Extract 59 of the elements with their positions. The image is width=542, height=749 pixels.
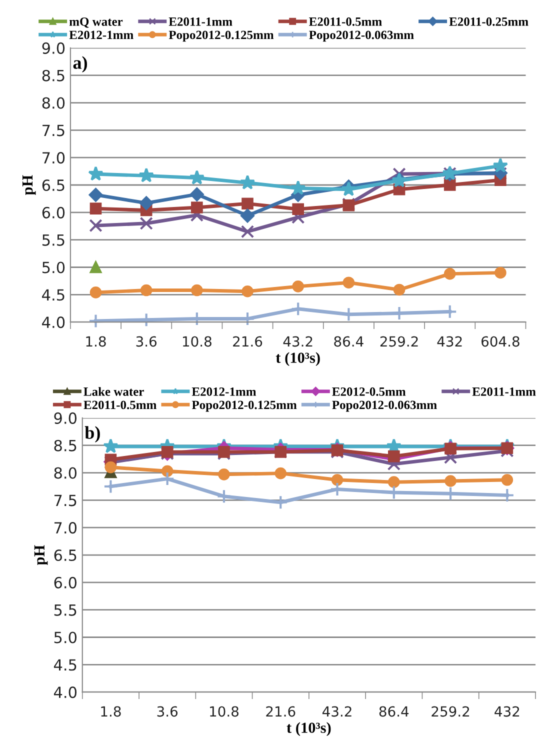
x-tick-label: 21.6 xyxy=(266,706,296,717)
legend-label: E2011-0.5mm xyxy=(309,17,382,26)
x-tick-label: 86.4 xyxy=(334,336,364,347)
y-tick-label: 6.5 xyxy=(54,549,76,562)
x-tick-label: 1.8 xyxy=(101,706,121,717)
y-tick-label: 5.5 xyxy=(54,604,76,616)
x-axis-title: t (10³s) xyxy=(286,722,331,736)
annotation: a) xyxy=(73,56,87,73)
legend-label: E2011-0.5mm xyxy=(84,400,156,410)
x-tick-label: 10.8 xyxy=(210,706,238,717)
x-tick-label: 432 xyxy=(494,706,520,717)
legend-label: Popo2012-0.063mm xyxy=(309,30,414,42)
legend-label: Popo2012-0.125mm xyxy=(192,400,297,412)
y-tick-label: 9.0 xyxy=(54,412,77,424)
y-tick-label: 9.0 xyxy=(42,42,65,54)
y-tick-label: 6.0 xyxy=(54,576,77,588)
y-tick-label: 6.0 xyxy=(42,206,65,218)
y-axis-title: pH xyxy=(22,175,36,195)
y-tick-label: 8.0 xyxy=(54,467,77,479)
y-tick-label: 4.0 xyxy=(42,316,65,328)
legend-label: E2012-1mm xyxy=(69,30,134,40)
x-tick-label: 259.2 xyxy=(380,336,418,347)
y-tick-label: 7.0 xyxy=(42,152,65,164)
y-tick-label: 5.5 xyxy=(42,234,64,246)
y-tick-label: 7.0 xyxy=(54,522,77,534)
x-tick-label: 3.6 xyxy=(157,706,178,717)
y-tick-label: 5.0 xyxy=(54,632,77,644)
y-tick-label: 5.0 xyxy=(42,262,65,274)
x-tick-label: 259.2 xyxy=(432,706,470,717)
x-tick-label: 10.8 xyxy=(182,336,212,347)
y-tick-label: 8.5 xyxy=(54,440,76,452)
legend-label: Lake water xyxy=(84,387,144,396)
legend-label: E2012-0.5mm xyxy=(332,387,406,396)
y-tick-label: 7.5 xyxy=(54,494,76,506)
x-tick-label: 604.8 xyxy=(482,336,520,347)
legend-label: E2011-0.25mm xyxy=(449,17,528,26)
x-tick-label: 432 xyxy=(437,336,462,347)
y-tick-label: 8.0 xyxy=(42,97,65,109)
x-tick-label: 21.6 xyxy=(233,336,262,347)
y-tick-label: 4.5 xyxy=(42,289,64,301)
y-tick-label: 4.0 xyxy=(54,686,77,698)
x-tick-label: 43.2 xyxy=(283,336,312,347)
legend-label: E2012-1mm xyxy=(192,387,256,396)
x-tick-label: 43.2 xyxy=(322,706,352,717)
y-tick-label: 6.5 xyxy=(42,179,64,192)
legend-label: E2011-1mm xyxy=(472,387,536,396)
y-tick-label: 8.5 xyxy=(42,70,64,82)
legend-label: mQ water xyxy=(69,17,123,28)
legend-label: E2011-1mm xyxy=(168,17,232,26)
y-axis-title: pH xyxy=(34,545,48,566)
x-tick-label: 86.4 xyxy=(379,706,409,717)
legend-label: Popo2012-0.125mm xyxy=(168,30,274,42)
x-tick-label: 3.6 xyxy=(136,336,157,347)
x-axis-title: t (10³s) xyxy=(276,352,320,366)
x-tick-label: 1.8 xyxy=(86,336,106,347)
annotation: b) xyxy=(84,426,100,443)
y-tick-label: 4.5 xyxy=(54,659,76,671)
legend-label: Popo2012-0.063mm xyxy=(332,400,437,412)
y-tick-label: 7.5 xyxy=(42,124,64,136)
